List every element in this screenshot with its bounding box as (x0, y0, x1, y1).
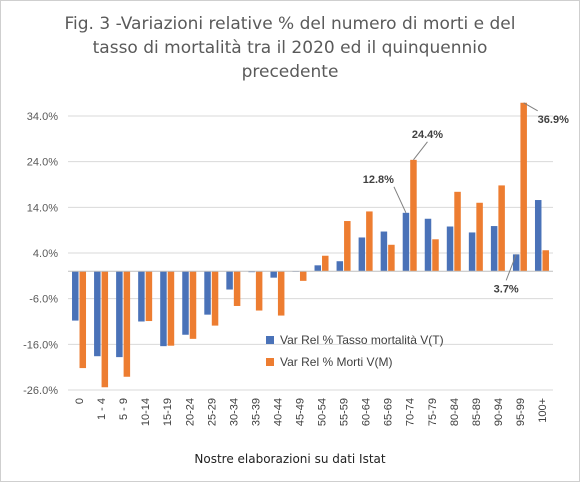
bar (101, 271, 109, 388)
x-tick-label: 40-44 (272, 398, 284, 426)
bar (277, 271, 285, 316)
legend-label: Var Rel % Morti V(M) (280, 355, 392, 369)
bar (520, 102, 527, 272)
x-tick-label: 0 (74, 398, 86, 404)
x-tick-label: 75-79 (427, 398, 439, 426)
chart-title-line-3: precedente (241, 62, 339, 82)
annotation-leader-line (413, 141, 428, 161)
bar (424, 218, 432, 272)
bar (167, 271, 175, 346)
bar (380, 231, 388, 272)
x-tick-label: 95-99 (515, 398, 527, 426)
x-tick-label: 60-64 (361, 398, 373, 426)
x-tick-label: 45-49 (294, 398, 306, 426)
bar (454, 191, 461, 272)
bar (145, 271, 153, 322)
data-label: 24.4% (412, 129, 443, 141)
annotation-leader-line (393, 186, 407, 214)
bar (79, 271, 87, 369)
x-tick-label: 20-24 (184, 398, 196, 426)
annotation-leader-line (505, 254, 517, 281)
bar (255, 271, 263, 311)
bar (366, 211, 373, 272)
bar (410, 159, 417, 272)
x-tick-label: 50-54 (317, 398, 329, 426)
bar (314, 265, 322, 272)
data-label: 3.7% (494, 283, 519, 295)
x-tick-label: 30-34 (228, 398, 240, 426)
bar (116, 271, 123, 358)
x-tick-label: 70-74 (405, 398, 417, 426)
y-tick-label: -16.0% (23, 339, 58, 351)
bar (138, 271, 145, 322)
bar (446, 226, 454, 272)
x-tick-label: 1 - 4 (96, 398, 108, 420)
bar (270, 271, 277, 278)
legend-swatch (266, 358, 274, 366)
bar (211, 271, 219, 326)
x-tick-label: 55-59 (339, 398, 351, 426)
bar (299, 271, 307, 281)
bar (182, 271, 189, 335)
x-tick-label: 85-89 (471, 398, 483, 426)
data-label: 36.9% (538, 114, 569, 126)
bar (512, 254, 520, 272)
bar (72, 271, 79, 321)
bar (226, 271, 233, 290)
x-tick-label: 90-94 (493, 398, 505, 426)
bar (388, 244, 395, 272)
y-tick-label: 4.0% (33, 248, 58, 260)
legend-label: Var Rel % Tasso mortalità V(T) (280, 333, 444, 347)
bar (189, 271, 197, 339)
x-tick-label: 10-14 (140, 398, 152, 426)
y-tick-label: -6.0% (29, 294, 58, 306)
chart-title-line-2: tasso di mortalità tra il 2020 ed il qui… (92, 38, 488, 58)
x-tick-label: 5 - 9 (118, 398, 130, 420)
y-tick-label: -26.0% (23, 385, 58, 397)
bar (402, 212, 410, 272)
y-tick-label: 34.0% (27, 111, 58, 123)
y-tick-label: 24.0% (27, 157, 58, 169)
bar (94, 271, 101, 357)
data-label: 12.8% (363, 174, 394, 186)
bar (123, 271, 131, 377)
bar (468, 232, 476, 272)
x-axis-label: Nostre elaborazioni su dati Istat (194, 452, 386, 466)
bar (498, 185, 505, 272)
bar (160, 271, 167, 347)
bar (344, 221, 351, 272)
x-tick-label: 25-29 (206, 398, 218, 426)
x-tick-label: 35-39 (250, 398, 262, 426)
bar (476, 202, 483, 272)
x-tick-label: 100+ (537, 398, 549, 423)
x-tick-label: 15-19 (162, 398, 174, 426)
bar (542, 250, 549, 272)
chart-title: Fig. 3 -Variazioni relative % del numero… (20, 12, 560, 84)
bar (490, 226, 498, 272)
legend-swatch (266, 336, 274, 344)
bar (204, 271, 211, 315)
x-tick-label: 65-69 (383, 398, 395, 426)
annotation-leader-line (523, 102, 538, 112)
bar (358, 237, 366, 272)
bar (432, 239, 439, 272)
y-tick-label: 14.0% (27, 202, 58, 214)
bar (322, 255, 329, 272)
bar (233, 271, 241, 306)
chart-title-line-1: Fig. 3 -Variazioni relative % del numero… (64, 14, 516, 34)
bar (336, 261, 344, 272)
bar (534, 200, 542, 272)
x-tick-label: 80-84 (449, 398, 461, 426)
